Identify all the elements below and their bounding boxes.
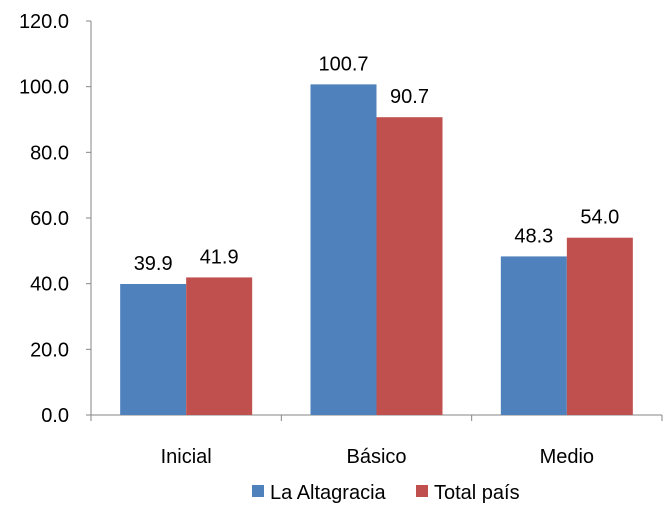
data-label: 41.9: [200, 246, 239, 268]
y-tick-label: 0.0: [41, 405, 69, 427]
bar-total-país: [376, 117, 443, 416]
data-label: 39.9: [134, 253, 173, 275]
bar-la-altagracia: [500, 256, 567, 415]
legend-swatch: [416, 485, 428, 497]
bar-total-país: [566, 237, 633, 415]
legend-swatch: [252, 485, 264, 497]
y-tick-label: 80.0: [30, 142, 69, 164]
data-label: 48.3: [514, 225, 553, 247]
data-label: 54.0: [580, 207, 619, 229]
bar-total-país: [186, 277, 253, 415]
x-tick-label: Medio: [540, 446, 594, 468]
bar-la-altagracia: [120, 283, 187, 415]
axes: 0.0 20.0 40.0 60.0 80.0 100.0 120.0 Inicial Bási…: [19, 11, 663, 468]
legend-label: La Altagracia: [270, 482, 387, 504]
legend-label: Total país: [434, 482, 520, 504]
bars: [120, 84, 633, 416]
data-label: 100.7: [318, 53, 368, 75]
x-tick-label: Inicial: [161, 446, 212, 468]
y-tick-label: 40.0: [30, 274, 69, 296]
y-tick-label: 120.0: [19, 11, 69, 33]
y-tick-label: 60.0: [30, 208, 69, 230]
y-tick-label: 100.0: [19, 77, 69, 99]
legend: La Altagracia Total país: [252, 482, 520, 504]
bar-la-altagracia: [310, 84, 377, 415]
y-tick-label: 20.0: [30, 339, 69, 361]
data-labels: 39.9 41.9 100.7 90.7 48.3 54.0: [134, 53, 620, 275]
x-tick-label: Básico: [346, 446, 406, 468]
data-label: 90.7: [390, 86, 429, 108]
